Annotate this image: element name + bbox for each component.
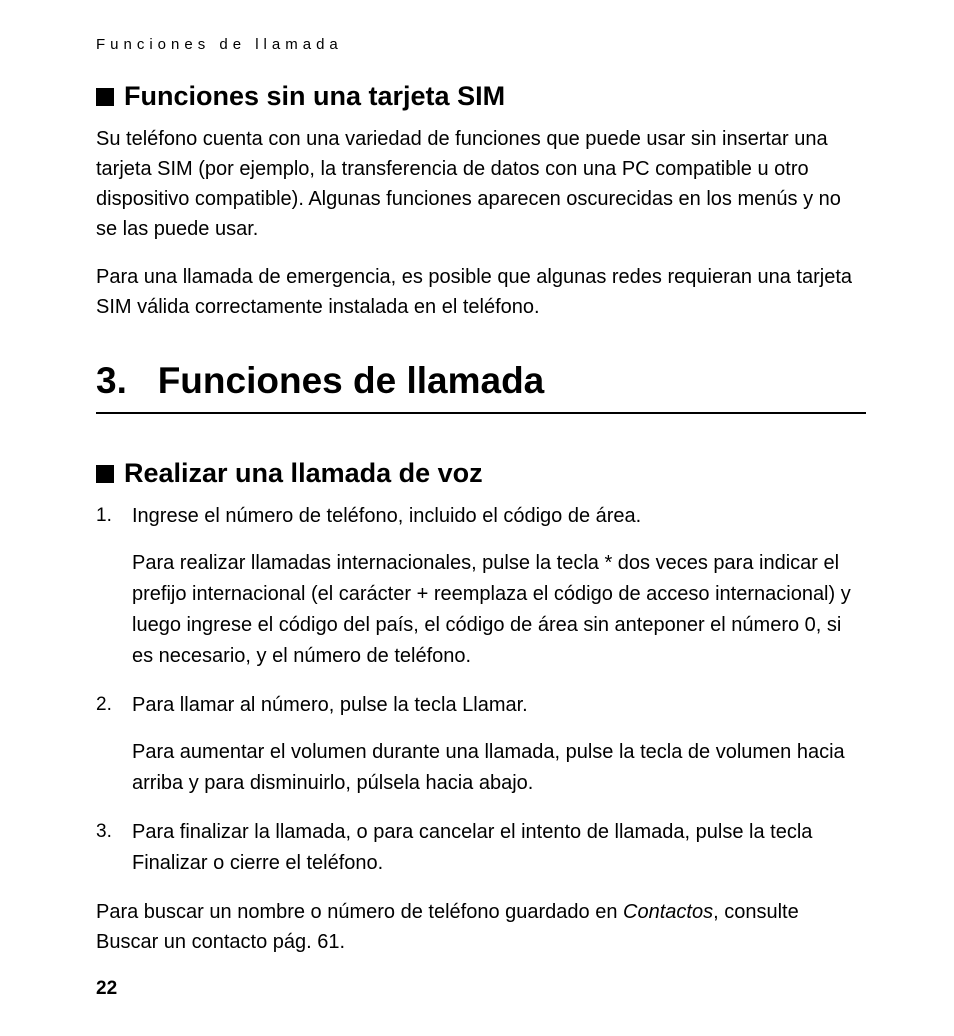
chapter-heading: 3. Funciones de llamada <box>96 360 866 414</box>
list-item: 3. Para finalizar la llamada, o para can… <box>96 817 866 879</box>
chapter-title: Funciones de llamada <box>158 360 545 401</box>
step-text: Para finalizar la llamada, o para cancel… <box>132 821 812 874</box>
chapter-gap <box>96 414 866 448</box>
section1-paragraph-1: Su teléfono cuenta con una variedad de f… <box>96 124 866 244</box>
step-text: Ingrese el número de teléfono, incluido … <box>132 505 641 527</box>
step-text: Para llamar al número, pulse la tecla Ll… <box>132 694 528 716</box>
section1-paragraph-2: Para una llamada de emergencia, es posib… <box>96 262 866 322</box>
trailing-italic: Contactos <box>623 901 713 923</box>
list-item: 1. Ingrese el número de teléfono, inclui… <box>96 501 866 672</box>
step-extra: Para aumentar el volumen durante una lla… <box>132 737 866 799</box>
step-number: 2. <box>96 690 112 719</box>
page-number: 22 <box>96 978 117 1000</box>
document-page: Funciones de llamada Funciones sin una t… <box>0 0 954 1036</box>
section-heading-sim-text: Funciones sin una tarjeta SIM <box>124 81 505 112</box>
steps-list: 1. Ingrese el número de teléfono, inclui… <box>96 501 866 879</box>
square-bullet-icon <box>96 465 114 483</box>
section-heading-sim: Funciones sin una tarjeta SIM <box>96 81 866 112</box>
section-heading-voice-call-text: Realizar una llamada de voz <box>124 458 483 489</box>
list-item: 2. Para llamar al número, pulse la tecla… <box>96 690 866 799</box>
trailing-paragraph: Para buscar un nombre o número de teléfo… <box>96 897 866 957</box>
section-heading-voice-call: Realizar una llamada de voz <box>96 458 866 489</box>
running-header: Funciones de llamada <box>96 36 866 53</box>
chapter-number: 3. <box>96 360 127 401</box>
step-extra: Para realizar llamadas internacionales, … <box>132 548 866 672</box>
square-bullet-icon <box>96 88 114 106</box>
step-number: 3. <box>96 817 112 846</box>
trailing-before: Para buscar un nombre o número de teléfo… <box>96 901 623 923</box>
step-number: 1. <box>96 501 112 530</box>
